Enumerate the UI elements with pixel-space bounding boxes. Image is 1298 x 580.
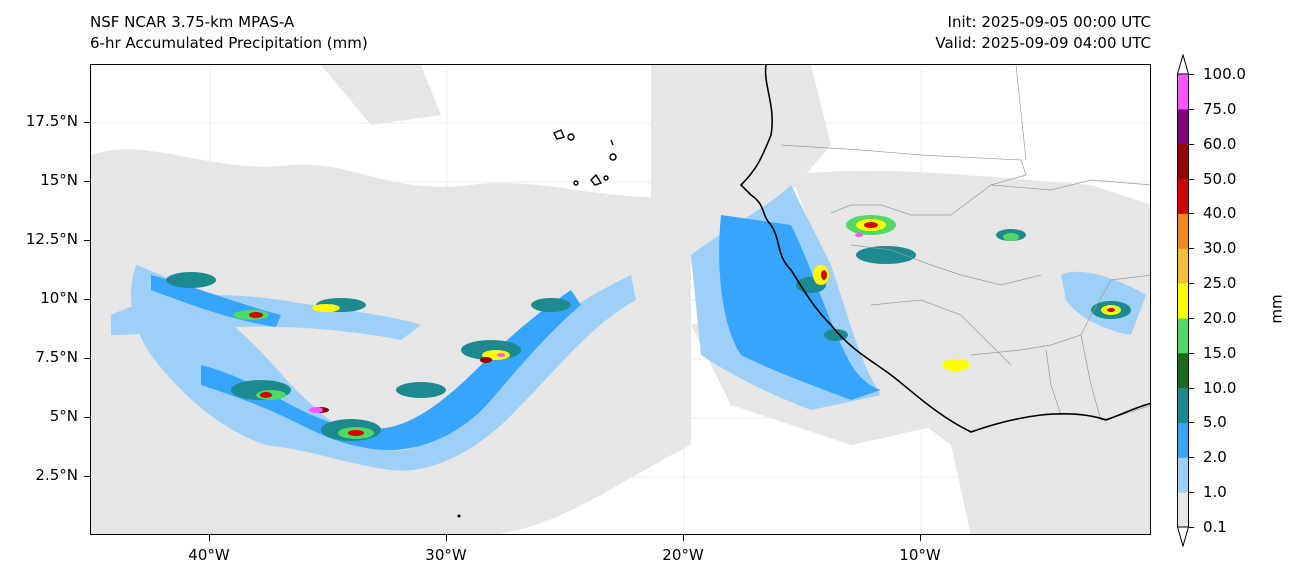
colorbar-top-extend [1177, 54, 1189, 75]
colorbar-level-label: 100.0 [1203, 65, 1246, 83]
colorbar-level-label: 20.0 [1203, 308, 1237, 327]
lat-label-5: 5°N [49, 407, 78, 425]
colorbar-tick [1189, 178, 1194, 180]
lon-label-10w: 10°W [899, 546, 941, 564]
colorbar-outline [1177, 73, 1189, 528]
colorbar-segment [1177, 283, 1189, 319]
colorbar-tick [1189, 527, 1194, 528]
colorbar-segment [1177, 492, 1189, 528]
colorbar-level-label: 60.0 [1203, 134, 1237, 153]
init-time: Init: 2025-09-05 00:00 UTC [947, 13, 1151, 31]
island-dot [457, 514, 461, 518]
colorbar-segment [1177, 248, 1189, 284]
lat-tick [84, 476, 90, 477]
colorbar-segment [1177, 213, 1189, 249]
field-title: 6-hr Accumulated Precipitation (mm) [90, 34, 368, 52]
chart-title-block: NSF NCAR 3.75-km MPAS-A 6-hr Accumulated… [90, 12, 368, 54]
lon-tick [683, 535, 684, 541]
colorbar-segments [1177, 55, 1189, 546]
lon-label-20w: 20°W [662, 546, 704, 564]
lat-tick [84, 299, 90, 300]
colorbar-segment [1177, 74, 1189, 110]
lat-label-12-5: 12.5°N [25, 230, 78, 248]
lat-tick [84, 181, 90, 182]
colorbar-level-label: 25.0 [1203, 274, 1237, 293]
colorbar-level-label: 50.0 [1203, 169, 1237, 188]
lat-tick [84, 358, 90, 359]
lon-tick [920, 535, 921, 541]
lon-tick [446, 535, 447, 541]
colorbar-segment [1177, 352, 1189, 389]
coastline [739, 65, 1150, 433]
colorbar-level-label: 15.0 [1203, 343, 1237, 362]
colorbar-level-label: 40.0 [1203, 204, 1237, 223]
lat-label-10: 10°N [40, 289, 78, 307]
colorbar-segment [1177, 457, 1189, 493]
lat-label-17-5: 17.5°N [25, 112, 78, 130]
lon-label-40w: 40°W [188, 546, 230, 564]
map-canvas [91, 65, 1150, 534]
lat-label-7-5: 7.5°N [35, 348, 78, 366]
time-block: Init: 2025-09-05 00:00 UTC Valid: 2025-0… [935, 12, 1151, 54]
lat-tick [84, 240, 90, 241]
colorbar-level-label: 2.0 [1203, 448, 1227, 467]
colorbar-level-label: 30.0 [1203, 239, 1237, 258]
colorbar-tick [1189, 213, 1194, 215]
colorbar-tick [1189, 352, 1194, 354]
colorbar-tick [1189, 422, 1194, 424]
precip-cores-heavy [249, 222, 1115, 436]
colorbar-tick [1189, 457, 1194, 459]
colorbar-level-label: 1.0 [1203, 483, 1227, 502]
lat-label-2-5: 2.5°N [35, 466, 78, 484]
lon-tick [209, 535, 210, 541]
valid-time: Valid: 2025-09-09 04:00 UTC [935, 34, 1151, 52]
colorbar-segment [1177, 387, 1189, 423]
colorbar-tick [1189, 108, 1194, 110]
colorbar-tick [1189, 387, 1194, 389]
precipitation-map [90, 64, 1151, 535]
colorbar-tick [1189, 283, 1194, 285]
cape-verde-islands [553, 129, 617, 186]
colorbar-tick [1189, 248, 1194, 250]
colorbar-level-label: 10.0 [1203, 378, 1237, 397]
colorbar-tick [1189, 317, 1194, 319]
colorbar-segment [1177, 317, 1189, 354]
model-title: NSF NCAR 3.75-km MPAS-A [90, 13, 295, 31]
country-borders [780, 65, 1150, 421]
colorbar-segment [1177, 422, 1189, 458]
colorbar-tick [1189, 74, 1194, 75]
colorbar-units: mm [1267, 294, 1286, 324]
lat-label-15: 15°N [40, 171, 78, 189]
colorbar-tick [1189, 143, 1194, 145]
colorbar-segment [1177, 178, 1189, 214]
colorbar-segment [1177, 108, 1189, 145]
colorbar-bottom-extend [1177, 526, 1189, 547]
colorbar [1177, 54, 1189, 547]
lon-label-30w: 30°W [425, 546, 467, 564]
colorbar-level-label: 75.0 [1203, 99, 1237, 118]
colorbar-level-label: 5.0 [1203, 413, 1227, 432]
lat-tick [84, 122, 90, 123]
colorbar-tick [1189, 492, 1194, 494]
lat-tick [84, 417, 90, 418]
colorbar-level-label: 0.1 [1203, 518, 1227, 536]
colorbar-segment [1177, 143, 1189, 180]
